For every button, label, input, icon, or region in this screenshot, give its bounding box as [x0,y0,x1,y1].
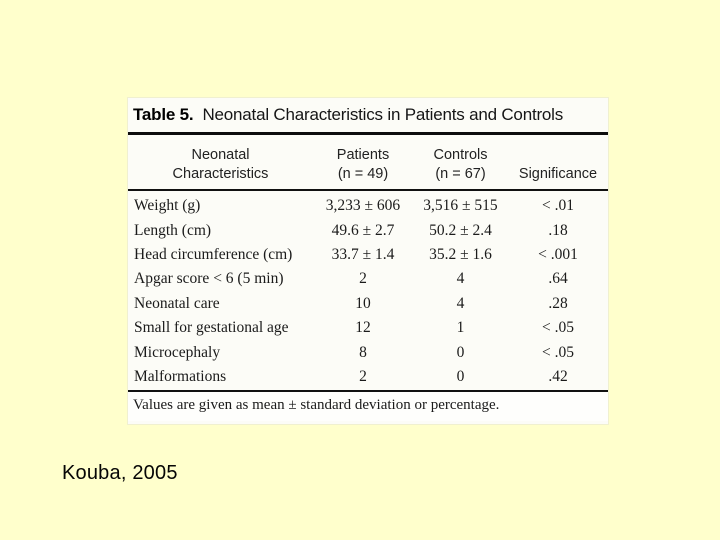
column-header-patients: Patients (n = 49) [336,147,390,182]
column-header-characteristics: Neonatal Characteristics [172,147,269,182]
table-title-text: Neonatal Characteristics in Patients and… [202,105,564,124]
table-row: Apgar score < 6 (5 min) 2 4 .64 [128,267,608,291]
cell-patients: 3,233 ± 606 [325,197,401,215]
table-row: Weight (g) 3,233 ± 606 3,516 ± 515 < .01 [128,194,608,218]
cell-label: Head circumference (cm) [134,245,293,263]
table-row: Length (cm) 49.6 ± 2.7 50.2 ± 2.4 .18 [128,218,608,242]
cell-significance: < .05 [542,319,574,337]
table-body: Weight (g) 3,233 ± 606 3,516 ± 515 < .01… [128,191,608,390]
table-row: Malformations 2 0 .42 [128,365,608,389]
table-title-number: Table 5. [133,105,194,124]
cell-label: Length (cm) [134,221,212,239]
table-row: Microcephaly 8 0 < .05 [128,340,608,364]
cell-controls: 0 [456,343,465,361]
table-image-panel: Table 5. Neonatal Characteristics in Pat… [128,98,608,424]
cell-controls: 4 [456,270,465,288]
cell-significance: < .05 [542,343,574,361]
table-row: Small for gestational age 12 1 < .05 [128,316,608,340]
cell-controls: 4 [456,294,465,312]
table-row: Neonatal care 10 4 .28 [128,292,608,316]
cell-significance: < .001 [538,245,578,263]
cell-controls: 1 [456,319,465,337]
cell-significance: < .01 [542,197,574,215]
column-header-significance: Significance [518,166,598,182]
table-footnote: Values are given as mean ± standard devi… [128,390,608,421]
table-header-row: Neonatal Characteristics Patients (n = 4… [128,135,608,191]
table-row: Head circumference (cm) 33.7 ± 1.4 35.2 … [128,243,608,267]
cell-significance: .64 [548,270,568,288]
cell-controls: 0 [456,367,465,385]
cell-controls: 3,516 ± 515 [423,197,498,215]
cell-patients: 2 [359,270,367,288]
cell-patients: 12 [355,319,371,337]
cell-label: Apgar score < 6 (5 min) [134,270,284,288]
cell-significance: .42 [548,367,568,385]
cell-patients: 10 [355,294,371,312]
cell-label: Neonatal care [134,294,220,312]
citation-text: Kouba, 2005 [62,462,178,484]
cell-label: Microcephaly [134,343,221,361]
cell-significance: .28 [548,294,568,312]
cell-label: Weight (g) [134,197,201,215]
column-header-controls: Controls (n = 67) [433,147,488,182]
cell-patients: 33.7 ± 1.4 [331,245,395,263]
cell-label: Malformations [134,367,227,385]
cell-label: Small for gestational age [134,319,289,337]
cell-patients: 2 [359,367,367,385]
cell-controls: 50.2 ± 2.4 [429,221,492,239]
cell-patients: 8 [359,343,367,361]
table-title: Table 5. Neonatal Characteristics in Pat… [128,98,608,135]
cell-patients: 49.6 ± 2.7 [331,221,395,239]
cell-significance: .18 [548,221,568,239]
cell-controls: 35.2 ± 1.6 [429,245,492,263]
